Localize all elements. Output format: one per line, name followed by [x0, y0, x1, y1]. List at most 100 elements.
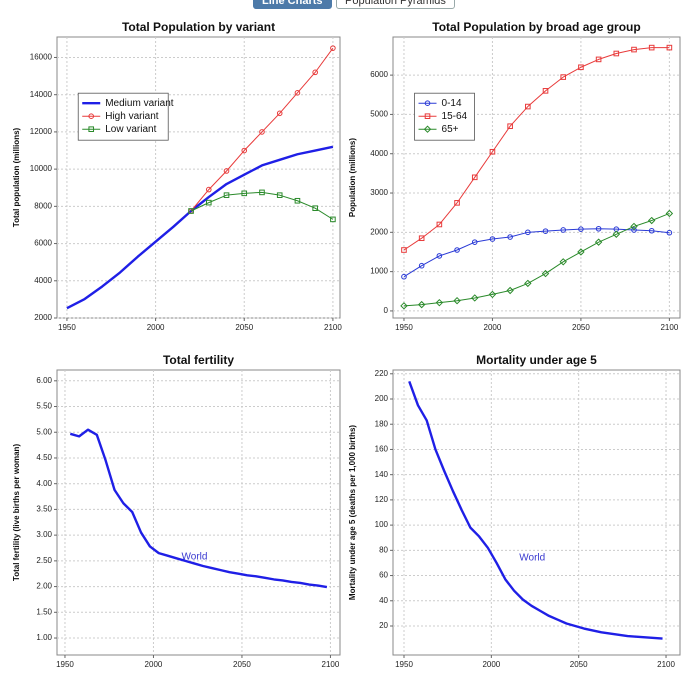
- y-tick-label: 1000: [370, 267, 388, 276]
- annotation: World: [182, 552, 208, 563]
- marker: [507, 123, 513, 130]
- line: [66, 145, 334, 310]
- y-tick-label: 3000: [370, 188, 388, 197]
- marker: [276, 110, 283, 117]
- y-tick-label: 140: [375, 470, 389, 479]
- plot-area: [392, 36, 681, 319]
- marker: [471, 294, 479, 302]
- annotation: World: [519, 553, 545, 564]
- x-tick-label: 2000: [484, 323, 502, 332]
- marker: [666, 44, 673, 51]
- marker: [401, 273, 407, 280]
- marker: [560, 74, 567, 80]
- y-tick-label: 160: [375, 445, 389, 454]
- y-tick-label: 3.50: [36, 505, 52, 514]
- x-tick-label: 2050: [570, 660, 588, 669]
- marker: [205, 199, 212, 206]
- legend-label: High variant: [105, 111, 159, 122]
- marker: [524, 279, 532, 288]
- x-tick-label: 2000: [147, 323, 165, 332]
- marker: [630, 222, 638, 231]
- marker: [525, 229, 531, 236]
- marker: [542, 88, 549, 94]
- y-tick-label: 1.50: [36, 607, 52, 616]
- y-tick-label: 4000: [370, 149, 388, 158]
- legend-label: Medium variant: [105, 98, 174, 109]
- x-tick-label: 2000: [482, 660, 500, 669]
- y-tick-label: 180: [375, 419, 389, 428]
- marker: [312, 205, 318, 212]
- marker: [259, 189, 265, 196]
- x-tick-label: 1950: [395, 323, 413, 332]
- line: [190, 47, 334, 212]
- x-tick-label: 2100: [322, 660, 340, 669]
- y-tick-label: 2000: [34, 313, 52, 322]
- y-axis-label: Population (millions): [348, 138, 357, 217]
- y-tick-label: 10000: [30, 164, 53, 173]
- marker: [417, 300, 426, 309]
- legend-label: 15-64: [442, 111, 468, 122]
- marker: [276, 192, 283, 198]
- x-tick-label: 2050: [235, 323, 253, 332]
- marker: [647, 216, 656, 225]
- marker: [223, 192, 230, 198]
- y-tick-label: 8000: [34, 201, 52, 210]
- legend-label: 65+: [442, 124, 459, 135]
- marker: [489, 236, 496, 242]
- tab[interactable]: Population Pyramids: [336, 0, 455, 9]
- plot-area: [56, 36, 341, 319]
- x-tick-label: 2050: [233, 660, 251, 669]
- marker: [631, 46, 637, 53]
- y-tick-label: 5.00: [36, 427, 52, 436]
- marker: [188, 208, 194, 214]
- marker: [648, 227, 655, 234]
- y-tick-label: 12000: [30, 127, 53, 136]
- marker: [560, 227, 567, 233]
- marker: [471, 239, 478, 245]
- marker: [312, 69, 318, 76]
- x-tick-label: 2000: [145, 660, 163, 669]
- marker: [223, 168, 230, 174]
- y-axis-label: Mortality under age 5 (deaths per 1,000 …: [348, 425, 357, 600]
- x-tick-label: 2100: [660, 323, 678, 332]
- marker: [294, 197, 301, 204]
- marker: [631, 227, 637, 233]
- marker: [525, 103, 531, 110]
- marker: [241, 190, 248, 197]
- marker: [400, 302, 408, 310]
- plot-area: [392, 369, 681, 656]
- tab[interactable]: Line Charts: [253, 0, 332, 9]
- y-tick-label: 5000: [370, 110, 388, 119]
- marker: [507, 234, 513, 240]
- line: [190, 191, 334, 220]
- legend-label: 0-14: [442, 98, 462, 109]
- marker: [665, 209, 674, 218]
- y-axis-label: Total population (millions): [12, 127, 21, 227]
- marker: [613, 50, 620, 57]
- marker: [454, 200, 460, 206]
- marker: [577, 248, 585, 256]
- marker: [506, 286, 514, 295]
- line: [69, 428, 328, 589]
- y-tick-label: 16000: [30, 53, 53, 62]
- line: [408, 380, 663, 640]
- line: [403, 212, 670, 307]
- y-tick-label: 5.50: [36, 402, 52, 411]
- y-tick-label: 20: [379, 621, 388, 630]
- marker: [418, 262, 425, 269]
- marker: [330, 45, 336, 51]
- marker: [578, 64, 584, 71]
- chart-title: Total Population by variant: [122, 20, 275, 34]
- marker: [454, 247, 460, 253]
- x-tick-label: 2050: [572, 323, 590, 332]
- marker: [453, 297, 461, 305]
- y-tick-label: 6000: [370, 70, 388, 79]
- marker: [401, 247, 407, 253]
- y-tick-label: 1.00: [36, 633, 52, 642]
- marker: [666, 229, 673, 236]
- marker: [241, 147, 248, 154]
- x-tick-label: 1950: [395, 660, 413, 669]
- y-tick-label: 2000: [370, 227, 388, 236]
- y-axis-label: Total fertility (live births per woman): [12, 444, 21, 582]
